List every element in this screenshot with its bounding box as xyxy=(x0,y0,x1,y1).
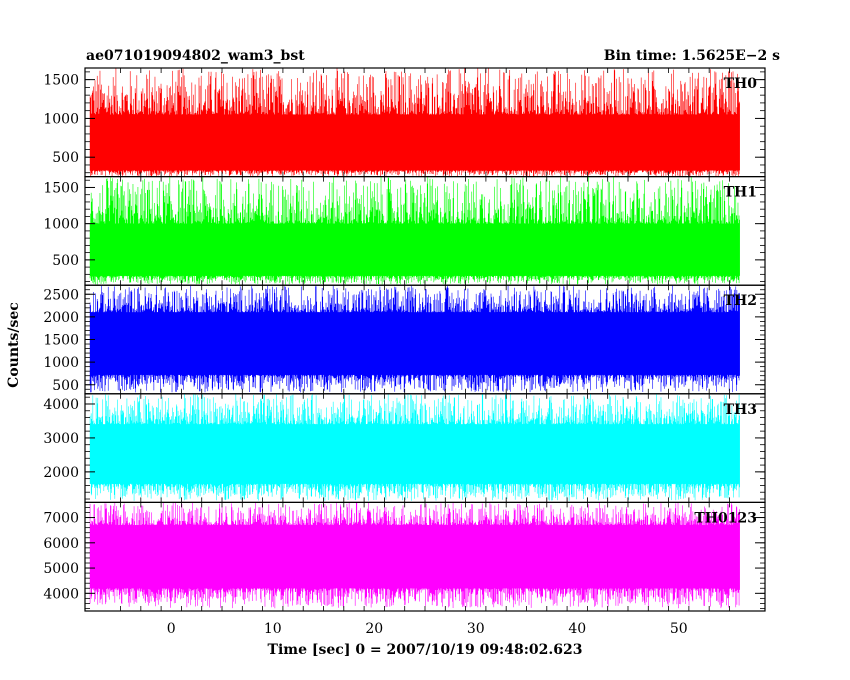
panel-label-th0: TH0 xyxy=(724,76,758,92)
x-tick-label: 30 xyxy=(467,621,485,637)
y-tick-label: 500 xyxy=(52,150,79,166)
bin-time-label: Bin time: 1.5625E−2 s xyxy=(604,48,780,64)
series-th0123 xyxy=(89,502,740,609)
series-th0 xyxy=(89,68,740,177)
x-tick-label: 40 xyxy=(568,621,586,637)
x-tick-label: 20 xyxy=(365,621,383,637)
y-tick-label: 1000 xyxy=(43,217,79,233)
y-tick-label: 4000 xyxy=(43,397,79,413)
y-axis-label: Counts/sec xyxy=(6,302,22,388)
y-tick-label: 1000 xyxy=(43,355,79,371)
y-tick-label: 7000 xyxy=(43,511,79,527)
series-spikes-th0 xyxy=(89,68,740,177)
panel-label-th0123: TH0123 xyxy=(694,510,757,526)
y-tick-label: 6000 xyxy=(43,536,79,552)
panel-th1: 500 1000 1500 TH1 xyxy=(43,176,766,286)
y-tick-label: 500 xyxy=(52,253,79,269)
panel-th3: 2000 3000 4000 TH3 xyxy=(43,393,766,503)
panel-th0: 500 1000 1500 TH0 xyxy=(43,67,766,178)
panel-label-th3: TH3 xyxy=(724,402,757,418)
y-tick-label: 2500 xyxy=(43,287,79,303)
x-axis: 0 10 20 30 40 50 xyxy=(167,621,688,637)
y-tick-label: 4000 xyxy=(43,586,79,602)
y-tick-label: 3000 xyxy=(43,431,79,447)
x-tick-label: 10 xyxy=(264,621,282,637)
x-axis-label: Time [sec] 0 = 2007/10/19 09:48:02.623 xyxy=(268,642,583,658)
y-tick-label: 1000 xyxy=(43,111,79,127)
y-tick-label: 1500 xyxy=(43,180,79,196)
panels-group: 500 1000 1500 TH0 500 1000 1500 TH1 500 1000 1500 2… xyxy=(43,67,766,612)
series-th1 xyxy=(89,176,740,285)
y-tick-label: 2000 xyxy=(43,310,79,326)
x-tick-label: 0 xyxy=(167,621,176,637)
series-spikes-th1 xyxy=(89,176,740,285)
y-tick-label: 1500 xyxy=(43,73,79,89)
x-tick-label: 50 xyxy=(670,621,688,637)
panel-label-th2: TH2 xyxy=(724,293,757,309)
series-th2 xyxy=(89,285,740,393)
series-spikes-th2 xyxy=(89,285,740,393)
panel-th2: 500 1000 1500 2000 2500 TH2 xyxy=(43,284,766,395)
y-tick-label: 2000 xyxy=(43,465,79,481)
series-th3 xyxy=(89,393,740,501)
chart-title: ae071019094802_wam3_bst xyxy=(86,48,305,64)
y-tick-label: 1500 xyxy=(43,333,79,349)
y-tick-label: 500 xyxy=(52,378,79,394)
y-tick-label: 5000 xyxy=(43,561,79,577)
series-spikes-th3 xyxy=(89,393,740,501)
series-spikes-th0123 xyxy=(89,502,740,609)
panel-label-th1: TH1 xyxy=(724,185,757,201)
panel-th0123: 4000 5000 6000 7000 TH0123 xyxy=(43,501,766,612)
